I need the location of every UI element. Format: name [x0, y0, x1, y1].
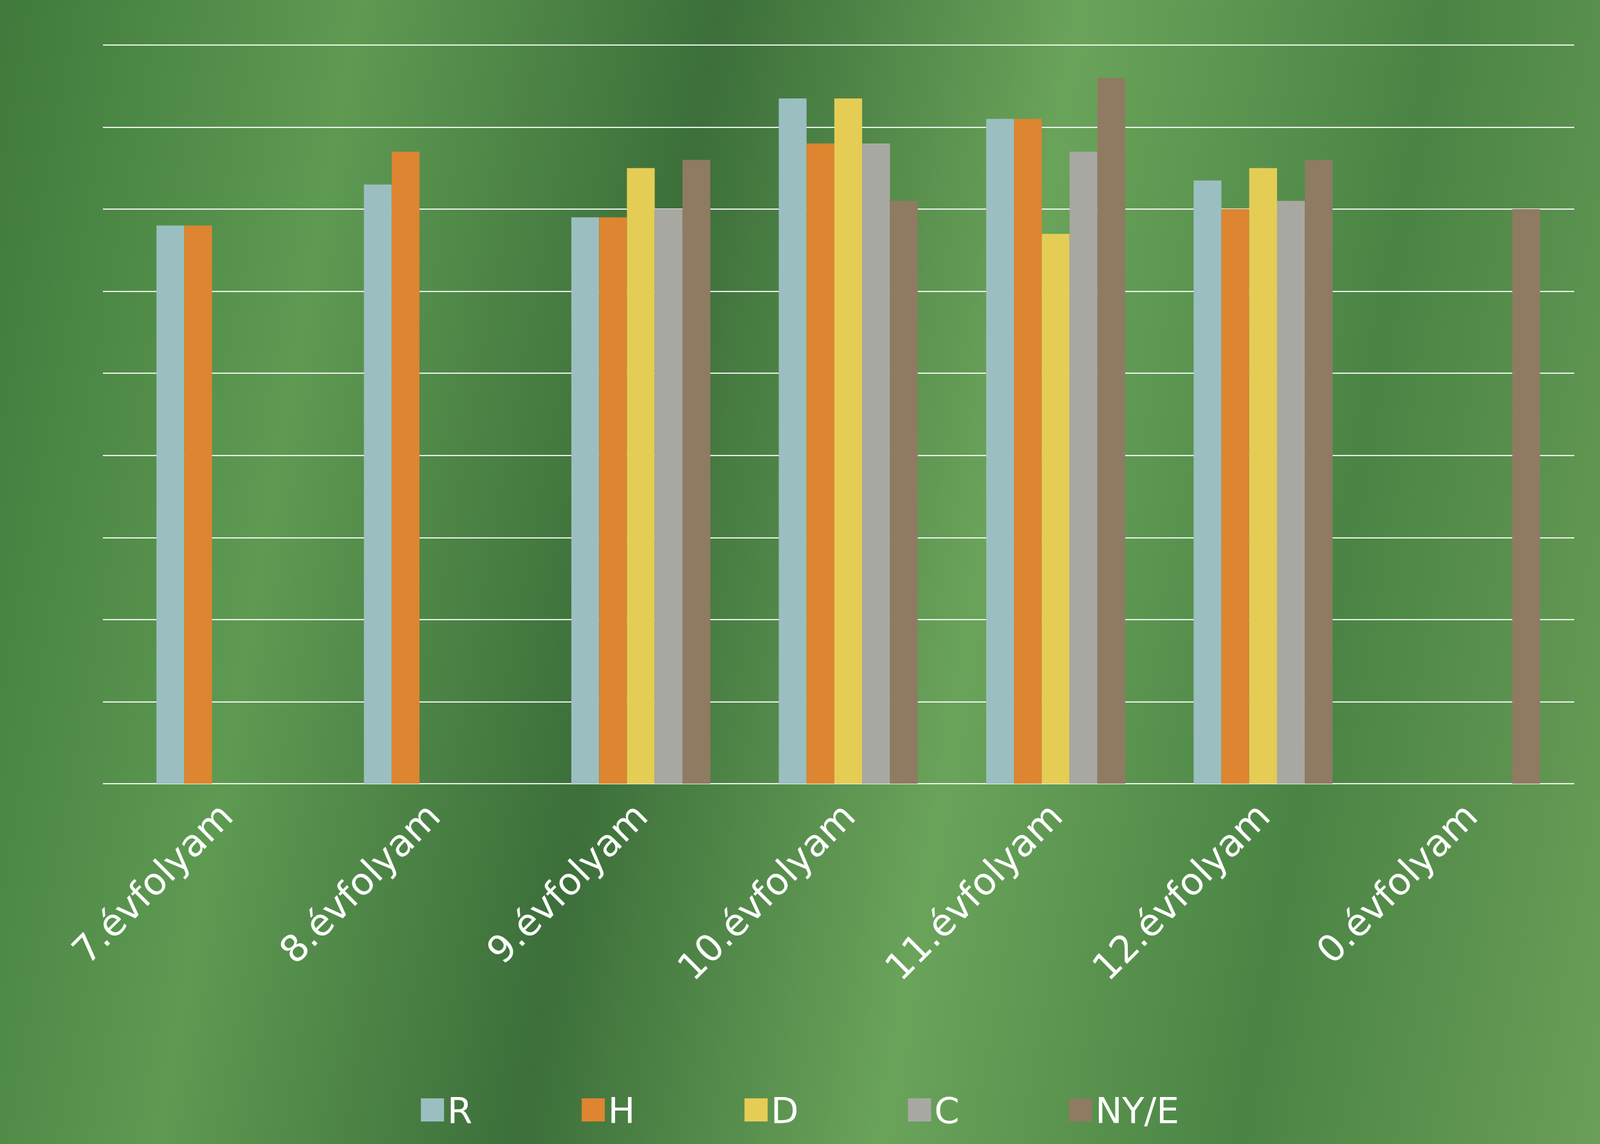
svg-text:D: D [770, 1089, 799, 1132]
svg-text:12.évfolyam: 12.évfolyam [1083, 793, 1279, 989]
svg-text:C: C [934, 1089, 960, 1132]
svg-text:NY/E: NY/E [1094, 1089, 1179, 1132]
svg-text:R: R [447, 1089, 473, 1132]
svg-text:H: H [607, 1089, 635, 1132]
svg-text:10.évfolyam: 10.évfolyam [669, 793, 865, 989]
svg-text:8.évfolyam: 8.évfolyam [270, 793, 450, 973]
svg-text:7.évfolyam: 7.évfolyam [63, 793, 242, 973]
svg-text:9.évfolyam: 9.évfolyam [478, 793, 657, 973]
svg-text:11.évfolyam: 11.évfolyam [876, 793, 1072, 989]
svg-text:0.évfolyam: 0.évfolyam [1307, 793, 1487, 973]
